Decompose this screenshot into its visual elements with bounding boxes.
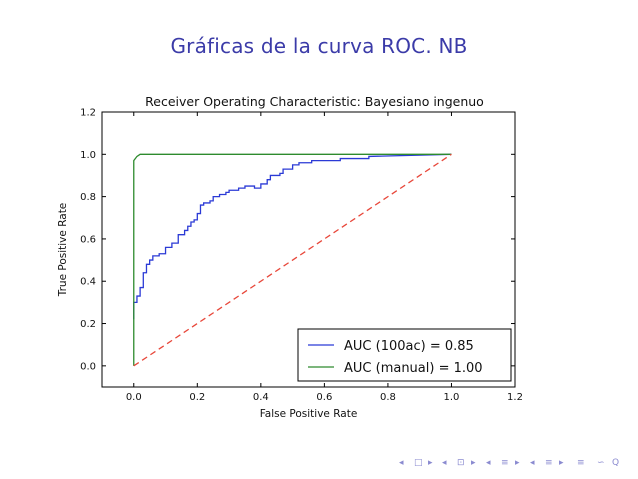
y-tick-label: 1.0 <box>80 150 96 161</box>
y-axis-label: True Positive Rate <box>57 203 69 298</box>
nav-right-icon[interactable]: ◂ <box>442 458 447 468</box>
search-icon[interactable]: Q <box>612 458 620 468</box>
series-line-1 <box>133 153 452 320</box>
frame-icon[interactable]: ▸ <box>471 458 476 468</box>
subsection-icon[interactable]: ◂ <box>530 458 535 468</box>
y-tick-label: 0.8 <box>80 192 96 203</box>
slide-title: Gráficas de la curva ROC. NB <box>170 34 468 58</box>
y-tick-label: 0.0 <box>80 361 96 372</box>
chart-title: Receiver Operating Characteristic: Bayes… <box>145 94 484 109</box>
x-tick-label: 0.0 <box>126 392 142 403</box>
align-icon[interactable]: ≡ <box>545 458 553 468</box>
frame-icon[interactable]: ⊡ <box>457 458 465 468</box>
nav-left-icon[interactable]: □ <box>414 458 423 468</box>
align-icon[interactable]: ▸ <box>559 458 564 468</box>
x-tick-label: 0.6 <box>316 392 332 403</box>
series-line-3 <box>133 153 452 367</box>
nav-right-icon[interactable]: ▸ <box>428 458 433 468</box>
y-tick-label: 1.2 <box>80 108 96 119</box>
plot-frame <box>101 111 516 388</box>
x-axis-label: False Positive Rate <box>260 408 358 420</box>
y-tick-label: 0.6 <box>80 234 96 245</box>
nav-left-icon[interactable]: ◂ <box>399 458 404 468</box>
legend-box <box>297 328 512 382</box>
search-icon[interactable]: ∽ <box>597 458 605 468</box>
x-tick-label: 1.2 <box>507 392 523 403</box>
subsection-icon[interactable]: ▸ <box>515 458 520 468</box>
search-icon[interactable]: ≡ <box>577 458 585 468</box>
x-tick-label: 0.2 <box>189 392 205 403</box>
y-tick-label: 0.4 <box>80 277 96 288</box>
series-line-2 <box>133 153 452 366</box>
legend-label: AUC (manual) = 1.00 <box>344 361 483 376</box>
x-tick-label: 0.8 <box>380 392 396 403</box>
legend-label: AUC (100ac) = 0.85 <box>344 339 474 354</box>
section-icon[interactable]: ≡ <box>501 458 509 468</box>
y-tick-label: 0.2 <box>80 319 96 330</box>
x-tick-label: 1.0 <box>444 392 460 403</box>
section-icon[interactable]: ◂ <box>486 458 491 468</box>
x-tick-label: 0.4 <box>253 392 269 403</box>
